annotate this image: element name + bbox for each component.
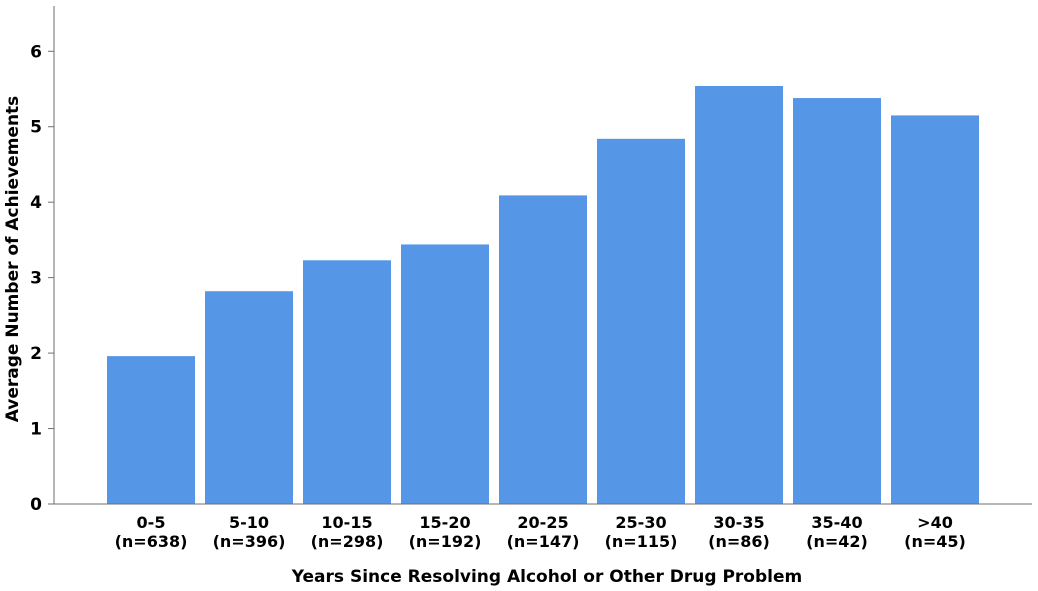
x-category-label: >40: [917, 513, 953, 532]
y-tick-label: 0: [30, 495, 42, 515]
x-category-label: 0-5: [137, 513, 166, 532]
y-tick-label: 3: [30, 269, 42, 289]
y-tick-label: 6: [30, 42, 42, 62]
bar-15-20: [401, 244, 489, 504]
x-category-count: (n=86): [708, 532, 770, 551]
y-tick-label: 4: [30, 193, 42, 213]
bar-30-35: [695, 85, 783, 505]
bar-25-30: [597, 138, 685, 505]
y-axis-ticks: 0 1 2 3 4 5 6: [30, 42, 54, 515]
x-category-label: 5-10: [229, 513, 269, 532]
x-category-count: (n=638): [115, 532, 188, 551]
y-tick-label: 5: [30, 118, 42, 138]
bars: [107, 85, 979, 505]
x-category-label: 15-20: [419, 513, 470, 532]
x-category-label: 20-25: [517, 513, 568, 532]
x-category-count: (n=45): [904, 532, 966, 551]
bar-10-15: [303, 260, 391, 504]
bar-20-25: [499, 195, 587, 504]
x-category-label: 10-15: [321, 513, 372, 532]
x-category-label: 25-30: [615, 513, 666, 532]
bar-40: [891, 115, 979, 504]
x-category-count: (n=115): [605, 532, 678, 551]
bar-0-5: [107, 356, 195, 504]
x-category-count: (n=192): [409, 532, 482, 551]
y-tick-label: 2: [30, 344, 42, 364]
x-category-label: 35-40: [811, 513, 862, 532]
bar-35-40: [793, 98, 881, 505]
x-axis-title: Years Since Resolving Alcohol or Other D…: [291, 567, 802, 587]
x-category-count: (n=42): [806, 532, 868, 551]
x-category-count: (n=147): [507, 532, 580, 551]
bar-5-10: [205, 291, 293, 504]
x-category-count: (n=396): [213, 532, 286, 551]
x-category-count: (n=298): [311, 532, 384, 551]
y-tick-label: 1: [30, 420, 42, 440]
x-category-label: 30-35: [713, 513, 764, 532]
x-axis-labels: 0-5(n=638)5-10(n=396)10-15(n=298)15-20(n…: [115, 513, 966, 551]
y-axis-title: Average Number of Achievements: [3, 96, 23, 423]
